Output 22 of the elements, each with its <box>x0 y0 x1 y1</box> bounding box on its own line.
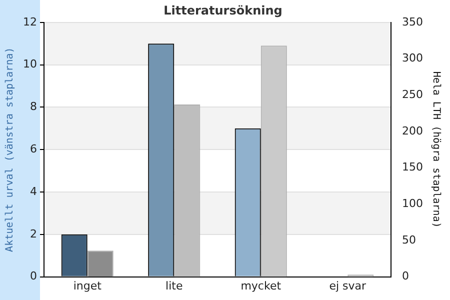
x-tick-label: mycket <box>240 279 282 292</box>
y-tick-label: 8 <box>30 100 37 114</box>
y2-tick-label: 0 <box>402 270 410 283</box>
y-axis-title: Aktuellt urval (vänstra staplarna) <box>4 47 16 252</box>
y2-tick-label: 150 <box>402 160 424 174</box>
y2-tick-label: 300 <box>402 52 424 65</box>
y-tick-label: 4 <box>30 184 37 198</box>
y2-axis-title: Hela LTH (högra staplarna) <box>430 71 442 228</box>
y2-tick-label: 250 <box>402 88 424 101</box>
y-tick-label: 12 <box>22 15 37 28</box>
y2-tick-label: 350 <box>402 15 424 28</box>
x-tick-label: ej svar <box>329 279 367 292</box>
y-tick-label: 6 <box>30 142 37 156</box>
x-tick-label: lite <box>166 279 183 292</box>
y-tick-label: 10 <box>22 58 37 71</box>
y2-tick-label: 50 <box>402 233 416 246</box>
y-tick-label: 0 <box>30 270 37 283</box>
y2-tick-label: 200 <box>402 124 424 138</box>
chart-title: Litteratursökning <box>164 3 282 18</box>
y-tick-label: 2 <box>30 227 37 240</box>
y2-tick-label: 100 <box>402 196 424 210</box>
x-tick-label: inget <box>73 279 102 292</box>
